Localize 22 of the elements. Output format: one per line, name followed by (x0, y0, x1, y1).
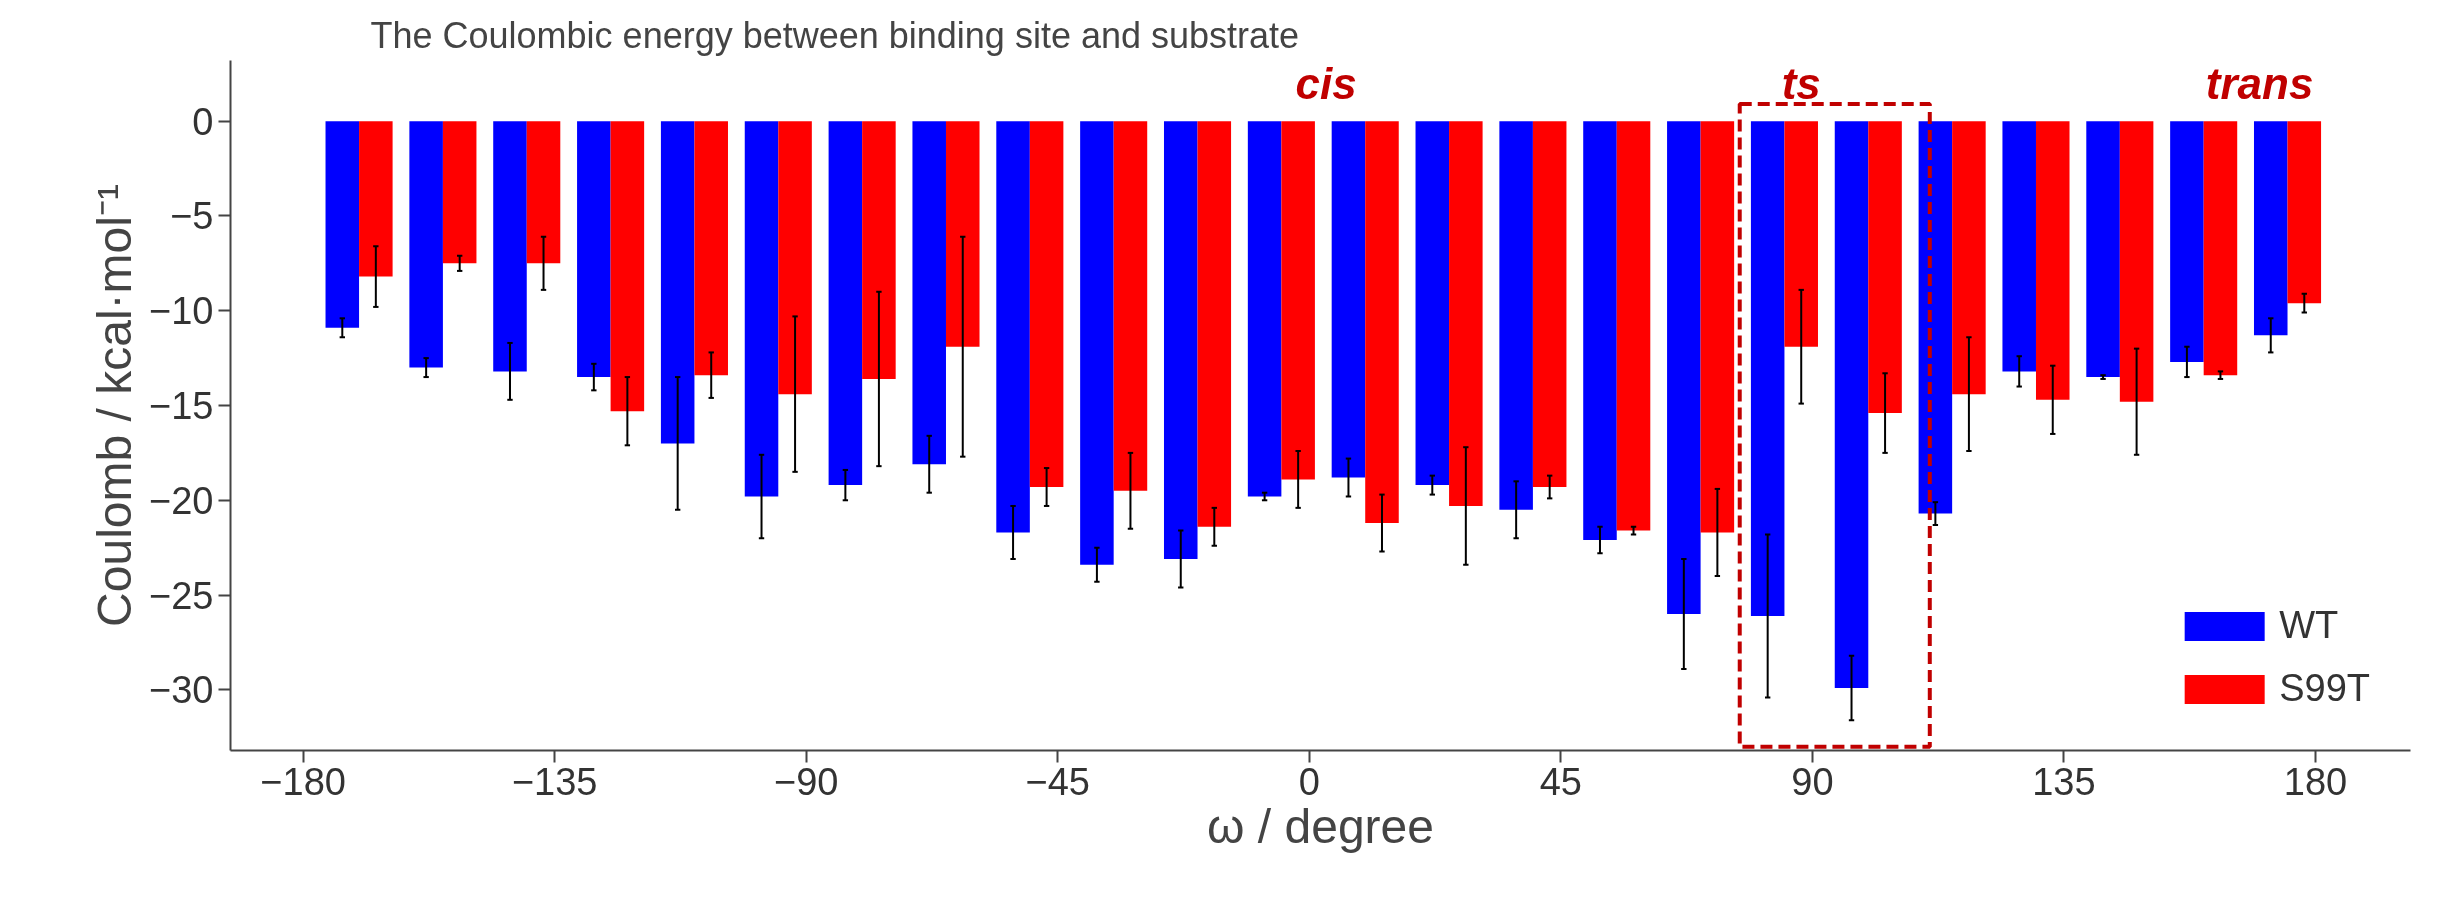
legend-label: S99T (2279, 667, 2370, 710)
chart-title: The Coulombic energy between binding site and substrate (370, 14, 1300, 56)
annotation: trans (2205, 58, 2314, 108)
annotation: ts (1781, 58, 1821, 108)
x-tick-label: 180 (2283, 760, 2348, 803)
annotation: cis (1295, 58, 1357, 108)
x-tick-label: −135 (511, 760, 598, 803)
x-tick-label: 90 (1791, 760, 1834, 803)
y-tick-label: −25 (149, 574, 214, 617)
y-tick-label: −30 (149, 669, 214, 712)
y-tick-label: −5 (170, 195, 214, 238)
legend-label: WT (2279, 604, 2339, 647)
y-tick-label: −15 (149, 385, 214, 427)
y-axis-title: Coulomb / kcal·mol⁻¹ (88, 184, 142, 627)
y-tick-label: −20 (149, 479, 214, 522)
x-tick-label: −45 (1025, 760, 1091, 803)
x-tick-label: −180 (260, 760, 346, 803)
y-tick-label: −10 (149, 290, 214, 333)
x-tick-label: 135 (2032, 760, 2096, 803)
x-tick-label: 45 (1539, 760, 1583, 803)
y-tick-label: 0 (192, 100, 214, 143)
x-tick-label: −90 (774, 760, 839, 803)
